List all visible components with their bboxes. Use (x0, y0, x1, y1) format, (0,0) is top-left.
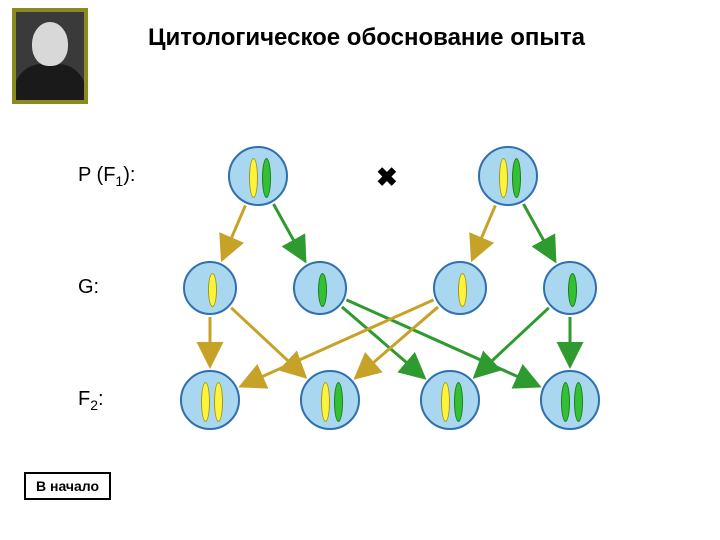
arrow (231, 308, 305, 377)
allele-green (568, 273, 577, 307)
allele-green (574, 382, 583, 422)
row-label-parent-after: ): (123, 164, 135, 186)
allele-yellow (208, 273, 217, 307)
allele-yellow (441, 382, 450, 422)
cross-symbol: ✖ (376, 162, 398, 193)
allele-yellow (201, 382, 210, 422)
arrow (523, 204, 554, 261)
cell (183, 261, 237, 315)
cell (540, 370, 600, 430)
row-label-f2: F2: (78, 388, 104, 413)
arrow (273, 204, 304, 261)
allele-green (334, 382, 343, 422)
cell (228, 146, 288, 206)
page-title: Цитологическое обоснование опыта (148, 24, 585, 52)
row-label-parent: P (F1): (78, 164, 135, 189)
allele-green (561, 382, 570, 422)
cell (433, 261, 487, 315)
cell (180, 370, 240, 430)
allele-yellow (249, 158, 258, 198)
back-to-start-button[interactable]: В начало (24, 472, 111, 500)
allele-yellow (321, 382, 330, 422)
arrow (475, 308, 549, 377)
portrait-frame (12, 8, 88, 104)
allele-yellow (214, 382, 223, 422)
allele-yellow (499, 158, 508, 198)
allele-green (262, 158, 271, 198)
row-label-gametes: G: (78, 276, 99, 299)
arrow (472, 205, 495, 259)
cell (293, 261, 347, 315)
arrow (356, 307, 438, 378)
cell (478, 146, 538, 206)
row-label-f2-sub: 2 (90, 397, 98, 413)
allele-green (318, 273, 327, 307)
cell (300, 370, 360, 430)
portrait-image (16, 12, 84, 100)
cell (543, 261, 597, 315)
allele-yellow (458, 273, 467, 307)
row-label-f2-after: : (98, 388, 104, 410)
allele-green (512, 158, 521, 198)
arrows-layer (0, 0, 720, 540)
arrow (342, 307, 424, 378)
cell (420, 370, 480, 430)
row-label-f2-text: F (78, 388, 90, 410)
allele-green (454, 382, 463, 422)
arrow (222, 205, 245, 259)
row-label-parent-text: P (F (78, 164, 115, 186)
